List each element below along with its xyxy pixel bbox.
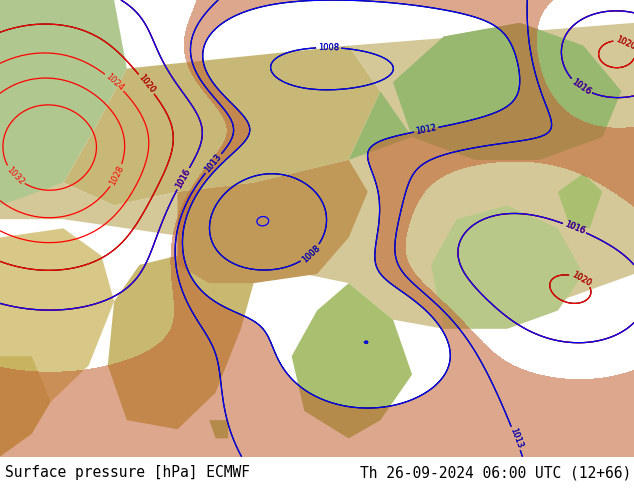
Text: 1016: 1016	[174, 167, 192, 190]
Polygon shape	[209, 420, 228, 439]
Text: 1016: 1016	[570, 77, 592, 97]
Polygon shape	[292, 283, 412, 439]
Text: Surface pressure [hPa] ECMWF: Surface pressure [hPa] ECMWF	[5, 465, 250, 480]
Polygon shape	[178, 160, 368, 283]
Text: 1016: 1016	[570, 77, 592, 97]
Text: 1032: 1032	[4, 165, 25, 186]
Text: 1008: 1008	[300, 243, 321, 264]
Text: 1016: 1016	[563, 220, 586, 236]
Text: 1012: 1012	[415, 123, 437, 136]
Polygon shape	[393, 23, 621, 160]
Polygon shape	[0, 356, 51, 457]
Polygon shape	[108, 256, 254, 429]
Text: 1016: 1016	[563, 220, 586, 236]
Text: 1013: 1013	[508, 427, 524, 450]
Text: 1020: 1020	[136, 73, 157, 95]
Text: 1016: 1016	[563, 220, 586, 236]
Text: 1024: 1024	[104, 72, 126, 93]
Text: 1020: 1020	[569, 270, 592, 288]
Text: 1013: 1013	[508, 427, 524, 450]
Polygon shape	[63, 46, 380, 205]
Text: 1020: 1020	[136, 73, 157, 95]
Text: 1013: 1013	[203, 152, 224, 174]
Text: 1016: 1016	[174, 167, 192, 190]
Text: 1008: 1008	[318, 43, 339, 52]
Polygon shape	[558, 173, 602, 228]
Text: 1016: 1016	[570, 77, 592, 97]
Polygon shape	[349, 23, 621, 160]
Text: 1008: 1008	[300, 243, 321, 264]
Text: 1020: 1020	[569, 270, 592, 288]
Text: 1020: 1020	[614, 34, 634, 51]
Text: 1020: 1020	[614, 34, 634, 51]
Text: 1012: 1012	[415, 123, 437, 136]
Text: 1008: 1008	[318, 43, 339, 52]
Text: 1013: 1013	[203, 152, 224, 174]
Text: Th 26-09-2024 06:00 UTC (12+66): Th 26-09-2024 06:00 UTC (12+66)	[359, 465, 631, 480]
Text: 1016: 1016	[174, 167, 192, 190]
Text: 1028: 1028	[108, 164, 126, 187]
Polygon shape	[0, 23, 634, 329]
Polygon shape	[0, 0, 127, 205]
Polygon shape	[0, 228, 114, 402]
Polygon shape	[431, 205, 583, 329]
